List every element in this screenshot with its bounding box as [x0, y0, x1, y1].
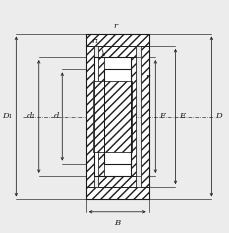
Text: B: B	[114, 219, 120, 226]
Bar	[85, 187, 148, 199]
Text: B₃: B₃	[112, 139, 121, 147]
Text: r₁: r₁	[92, 37, 99, 45]
Bar	[130, 57, 136, 176]
Bar	[85, 46, 93, 187]
Bar	[130, 57, 136, 176]
Bar	[92, 81, 131, 152]
Bar	[85, 34, 148, 199]
Bar	[103, 69, 130, 164]
Bar	[92, 81, 131, 152]
Bar	[98, 46, 136, 57]
Text: E: E	[178, 113, 184, 120]
Bar	[103, 69, 130, 164]
Bar	[85, 34, 148, 46]
Bar	[98, 57, 103, 176]
Text: d₁: d₁	[27, 113, 35, 120]
Bar	[85, 187, 148, 199]
Bar	[98, 176, 136, 187]
Bar	[98, 57, 103, 176]
Bar	[93, 57, 130, 176]
Bar	[93, 57, 130, 176]
Text: D: D	[214, 113, 221, 120]
Text: d: d	[54, 113, 59, 120]
Bar	[98, 46, 136, 57]
Text: r: r	[144, 73, 149, 81]
Text: F: F	[158, 113, 164, 120]
Text: r: r	[112, 22, 117, 30]
Bar	[85, 46, 93, 187]
Bar	[98, 176, 136, 187]
Text: D₁: D₁	[2, 113, 12, 120]
Bar	[140, 46, 148, 187]
Bar	[85, 34, 148, 46]
Bar	[140, 46, 148, 187]
